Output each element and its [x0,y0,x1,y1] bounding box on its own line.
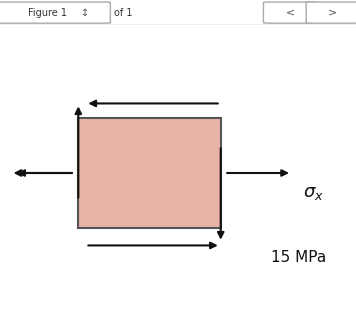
Text: >: > [328,8,337,18]
Text: <: < [286,8,295,18]
Text: $\sigma_x$: $\sigma_x$ [303,184,324,202]
Text: of 1: of 1 [114,8,132,18]
Text: 15 MPa: 15 MPa [271,249,326,265]
Text: Figure 1: Figure 1 [28,8,68,18]
Bar [78,118,221,228]
FancyBboxPatch shape [306,2,356,23]
Text: ↕: ↕ [82,8,89,18]
FancyBboxPatch shape [263,2,317,23]
FancyBboxPatch shape [0,2,110,23]
